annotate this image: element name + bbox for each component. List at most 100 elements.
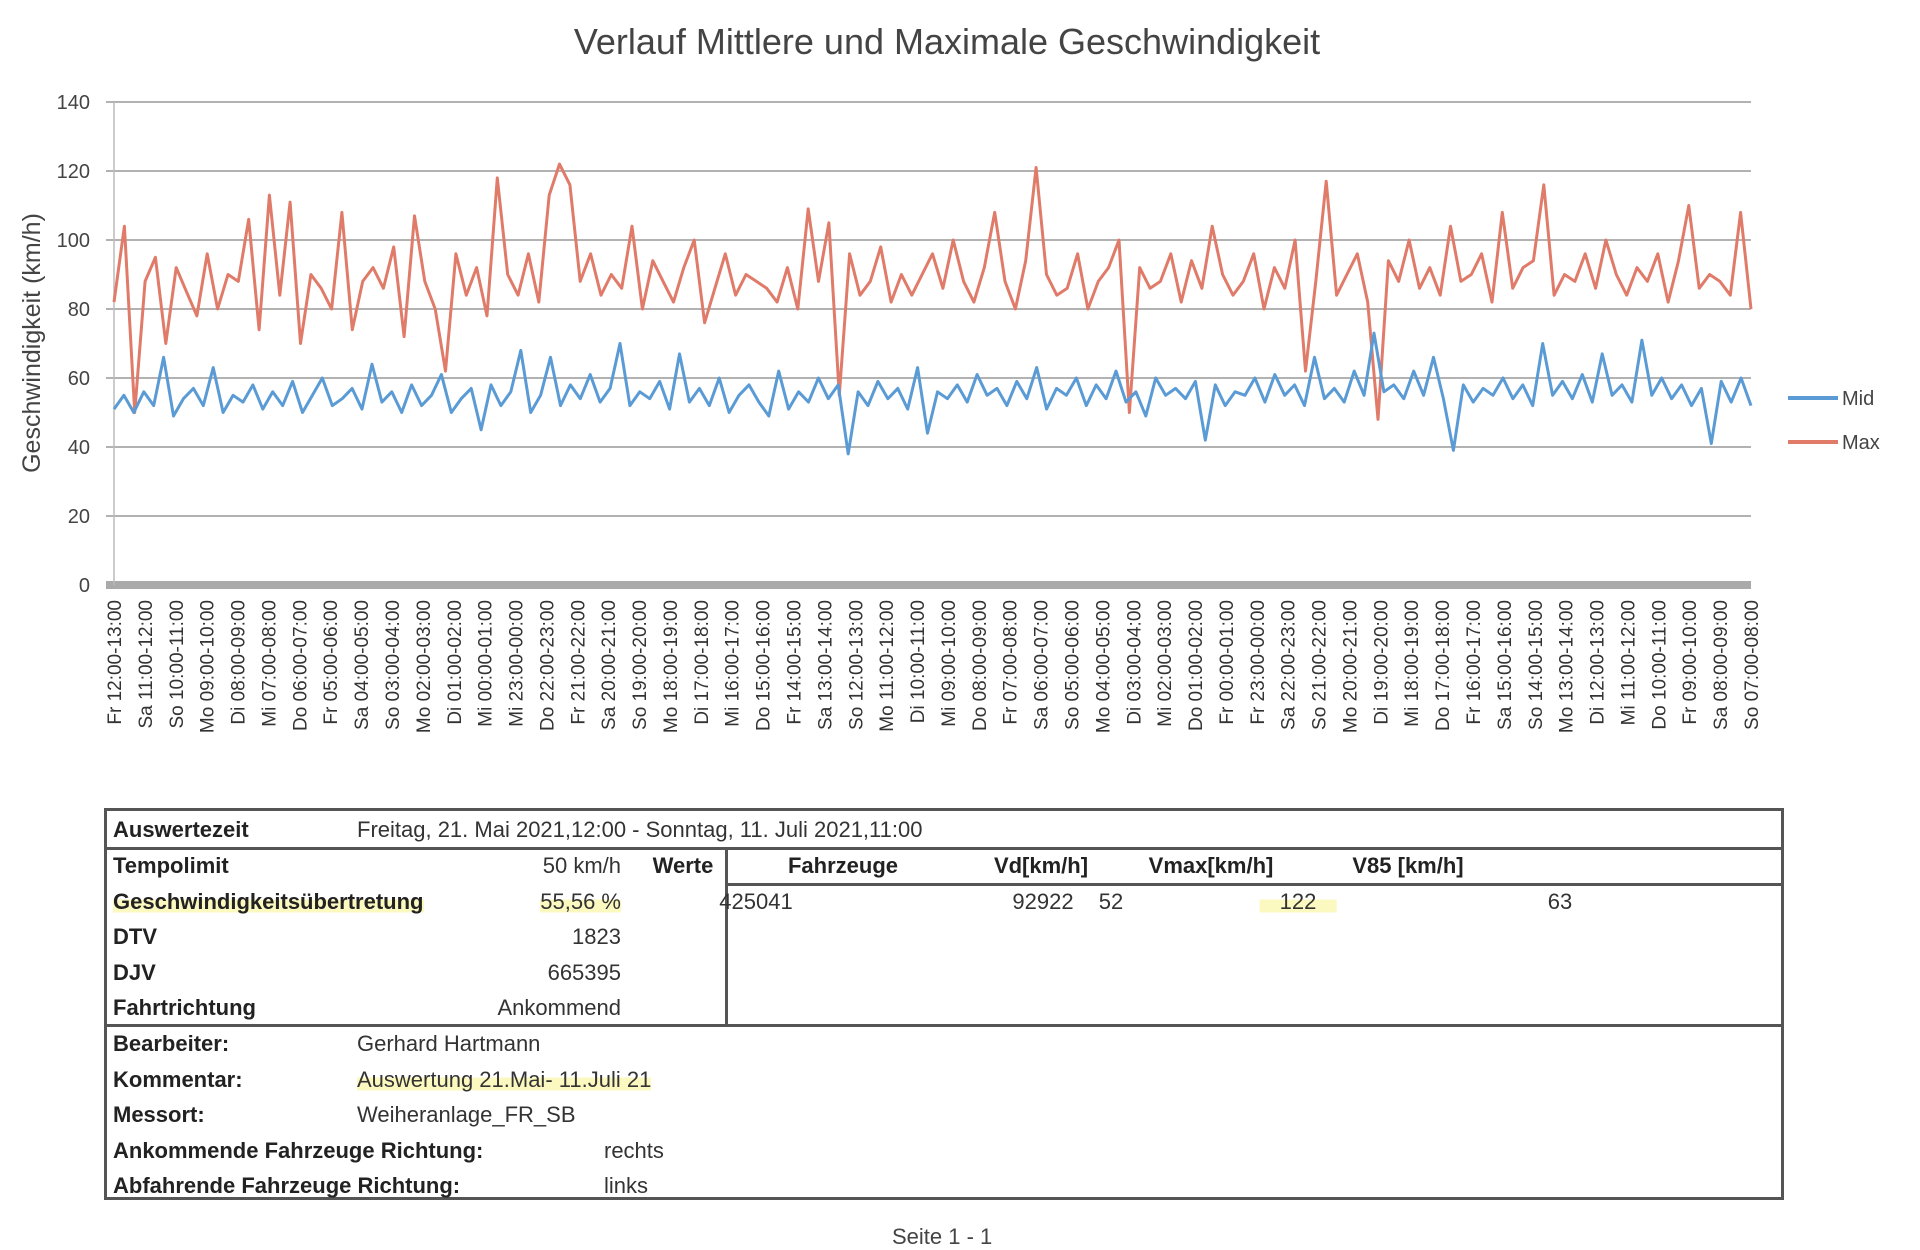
info-row-label: Ankommende Fahrzeuge Richtung: bbox=[113, 1137, 484, 1163]
y-tick-label: 80 bbox=[68, 299, 90, 321]
auswertezeit-label: Auswertezeit bbox=[113, 817, 249, 842]
x-tick-label: Di 01:00-02:00 bbox=[445, 600, 466, 725]
x-tick-label: Di 19:00-20:00 bbox=[1371, 600, 1392, 725]
info-row-label: Bearbeiter: bbox=[113, 1031, 230, 1056]
x-tick-label: Sa 04:00-05:00 bbox=[352, 600, 373, 730]
x-tick-label: Mo 18:00-19:00 bbox=[661, 600, 682, 733]
y-tick-label: 60 bbox=[68, 368, 90, 390]
x-tick-label: Mi 18:00-19:00 bbox=[1402, 600, 1423, 727]
page-number: Seite 1 - 1 bbox=[892, 1224, 993, 1249]
x-tick-label: Fr 05:00-06:00 bbox=[321, 600, 342, 725]
left-row-value: 50 km/h bbox=[542, 853, 621, 878]
x-tick-label: Fr 12:00-13:00 bbox=[105, 600, 126, 725]
x-tick-label: Di 17:00-18:00 bbox=[692, 600, 713, 725]
x-tick-label: Do 17:00-18:00 bbox=[1433, 600, 1454, 731]
x-tick-label: Di 12:00-13:00 bbox=[1588, 600, 1609, 725]
info-row-value: links bbox=[604, 1173, 649, 1198]
x-tick-label: So 14:00-15:00 bbox=[1526, 600, 1547, 730]
left-row-value: 55,56 % bbox=[540, 888, 621, 915]
left-row-value: 1823 bbox=[572, 924, 621, 949]
info-row-value: Weiheranlage_FR_SB bbox=[357, 1102, 576, 1127]
series-line-mid bbox=[112, 331, 1753, 456]
x-tick-label: Do 01:00-02:00 bbox=[1186, 600, 1207, 731]
x-tick-label: Fr 14:00-15:00 bbox=[785, 600, 806, 725]
y-tick-label: 100 bbox=[57, 230, 90, 252]
y-tick-label: 120 bbox=[57, 161, 90, 183]
x-tick-label: Fr 00:00-01:00 bbox=[1217, 600, 1238, 725]
stats-header: Vmax[km/h] bbox=[1148, 853, 1274, 878]
x-tick-label: Fr 09:00-10:00 bbox=[1680, 600, 1701, 725]
x-tick-label: So 19:00-20:00 bbox=[630, 600, 651, 730]
x-tick-label: Fr 16:00-17:00 bbox=[1464, 600, 1485, 725]
x-tick-label: Mi 11:00-12:00 bbox=[1618, 600, 1639, 725]
x-tick-label: Mo 13:00-14:00 bbox=[1557, 600, 1578, 733]
x-tick-label: Do 15:00-16:00 bbox=[754, 600, 775, 731]
x-tick-label: Do 06:00-07:00 bbox=[290, 600, 311, 731]
left-row-label: DJV bbox=[113, 959, 156, 985]
x-tick-label: So 10:00-11:00 bbox=[167, 600, 188, 729]
speed-chart: Verlauf Mittlere und Maximale Geschwindi… bbox=[18, 21, 1880, 733]
x-tick-label: So 21:00-22:00 bbox=[1310, 600, 1331, 730]
left-row-value: 665395 bbox=[547, 959, 621, 985]
stats-header: V85 [km/h] bbox=[1352, 853, 1464, 878]
left-row-label: Tempolimit bbox=[113, 853, 229, 878]
y-tick-label: 20 bbox=[68, 506, 90, 528]
stats-value: 425041 bbox=[719, 889, 793, 914]
x-tick-label: Mi 16:00-17:00 bbox=[723, 600, 744, 727]
x-tick-label: Do 08:00-09:00 bbox=[970, 600, 991, 731]
auswertezeit-value: Freitag, 21. Mai 2021,12:00 - Sonntag, 1… bbox=[357, 817, 923, 842]
x-tick-label: Di 08:00-09:00 bbox=[229, 600, 250, 725]
stats-header: Vd[km/h] bbox=[993, 853, 1089, 878]
left-row-value: Ankommend bbox=[497, 995, 621, 1020]
chart-title: Verlauf Mittlere und Maximale Geschwindi… bbox=[574, 21, 1320, 62]
x-tick-label: Mi 09:00-10:00 bbox=[939, 600, 960, 727]
left-row-label: Fahrtrichtung bbox=[113, 995, 256, 1020]
left-row-label: DTV bbox=[113, 924, 157, 949]
y-axis-label: Geschwindigkeit (km/h) bbox=[18, 213, 46, 473]
x-tick-label: Sa 15:00-16:00 bbox=[1495, 600, 1516, 730]
x-tick-label: Sa 08:00-09:00 bbox=[1711, 600, 1732, 730]
x-tick-label: Sa 13:00-14:00 bbox=[815, 600, 836, 730]
y-tick-label: 0 bbox=[79, 575, 90, 597]
y-tick-label: 140 bbox=[57, 92, 90, 114]
info-row-value: Auswertung 21.Mai- 11.Juli 21 bbox=[357, 1066, 652, 1093]
stats-value: 63 bbox=[1547, 889, 1573, 914]
x-tick-label: Sa 22:00-23:00 bbox=[1279, 600, 1300, 730]
x-tick-label: Mo 09:00-10:00 bbox=[198, 600, 219, 733]
stats-value: 52 bbox=[1098, 889, 1124, 914]
x-tick-label: Fr 07:00-08:00 bbox=[1001, 600, 1022, 725]
x-tick-label: Do 10:00-11:00 bbox=[1649, 600, 1670, 730]
x-tick-label: Di 03:00-04:00 bbox=[1124, 600, 1145, 725]
info-row-label: Kommentar: bbox=[113, 1066, 243, 1092]
x-tick-label: Fr 23:00-00:00 bbox=[1248, 600, 1269, 725]
x-tick-label: Mi 02:00-03:00 bbox=[1155, 600, 1176, 727]
x-tick-label: Mi 23:00-00:00 bbox=[507, 600, 528, 727]
legend-label-mid: Mid bbox=[1842, 388, 1874, 410]
stats-value: 122 bbox=[1259, 889, 1337, 915]
x-tick-label: So 03:00-04:00 bbox=[383, 600, 404, 730]
x-tick-label: Di 10:00-11:00 bbox=[908, 600, 929, 723]
x-tick-label: Mo 04:00-05:00 bbox=[1093, 600, 1114, 733]
series-line-max bbox=[112, 162, 1753, 421]
info-row-value: rechts bbox=[604, 1137, 664, 1163]
x-tick-label: Do 22:00-23:00 bbox=[537, 600, 558, 731]
stats-value: 92922 bbox=[1012, 889, 1074, 914]
y-tick-label: 40 bbox=[68, 437, 90, 459]
x-tick-label: Sa 11:00-12:00 bbox=[136, 600, 157, 729]
stats-header: Fahrzeuge bbox=[787, 853, 899, 878]
x-tick-label: Mo 11:00-12:00 bbox=[877, 600, 898, 732]
info-row-value: Gerhard Hartmann bbox=[357, 1031, 541, 1056]
x-tick-label: So 05:00-06:00 bbox=[1062, 600, 1083, 730]
x-tick-label: Fr 21:00-22:00 bbox=[568, 600, 589, 725]
info-row-label: Messort: bbox=[113, 1102, 205, 1127]
x-tick-label: Mi 00:00-01:00 bbox=[476, 600, 497, 727]
legend-label-max: Max bbox=[1842, 432, 1880, 454]
x-tick-label: Mi 07:00-08:00 bbox=[259, 600, 280, 727]
x-tick-label: Sa 20:00-21:00 bbox=[599, 600, 620, 730]
info-row-label: Abfahrende Fahrzeuge Richtung: bbox=[113, 1173, 461, 1198]
left-row-label: Geschwindigkeitsübertretung bbox=[113, 888, 424, 915]
x-tick-label: Mo 02:00-03:00 bbox=[414, 600, 435, 733]
x-tick-label: So 12:00-13:00 bbox=[846, 600, 867, 730]
x-tick-label: Sa 06:00-07:00 bbox=[1032, 600, 1053, 730]
x-tick-label: Mo 20:00-21:00 bbox=[1340, 600, 1361, 733]
